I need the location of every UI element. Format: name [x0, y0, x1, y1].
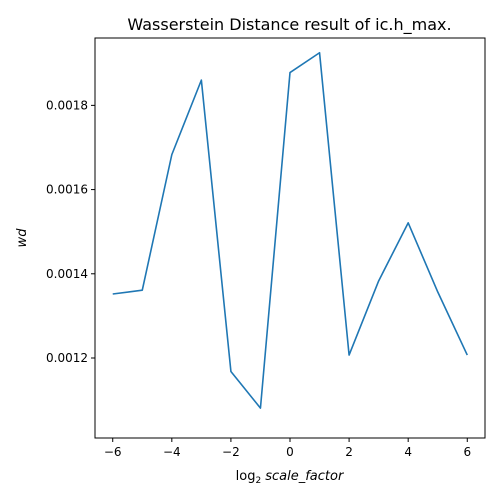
y-axis-label: wd [15, 228, 30, 248]
y-axis: 0.0012 0.0014 0.0016 0.0018 [46, 98, 95, 365]
series-layer [112, 51, 468, 409]
x-tick-label: −4 [163, 445, 181, 459]
x-tick-label: 4 [404, 445, 412, 459]
series-line [112, 51, 468, 409]
x-axis-label-variable: scale_factor [265, 469, 345, 484]
chart-title: Wasserstein Distance result of ic.h_max. [127, 15, 451, 35]
x-tick-label: 0 [286, 445, 294, 459]
x-tick-label: −6 [104, 445, 122, 459]
x-axis-label: log2 scale_factor [236, 469, 345, 486]
x-axis-label-base: 2 [256, 476, 262, 486]
y-tick-label: 0.0018 [46, 98, 88, 112]
x-tick-label: 6 [463, 445, 471, 459]
x-axis: −6 −4 −2 0 2 4 6 [104, 438, 471, 459]
y-tick-label: 0.0014 [46, 267, 88, 281]
x-tick-label: 2 [345, 445, 353, 459]
y-tick-label: 0.0012 [46, 351, 88, 365]
y-tick-label: 0.0016 [46, 183, 88, 197]
x-tick-label: −2 [222, 445, 240, 459]
x-axis-label-log: log [236, 469, 256, 484]
